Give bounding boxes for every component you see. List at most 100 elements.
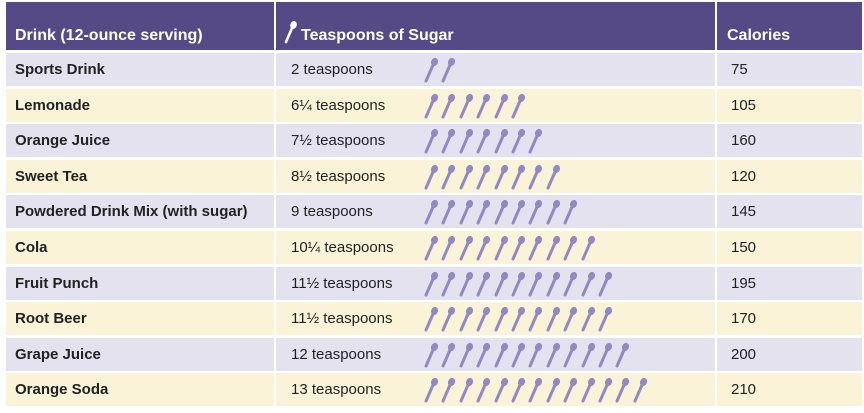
sugar-cell: 7½ teaspoons — [276, 124, 715, 157]
teaspoon-icon — [546, 342, 561, 368]
teaspoon-icon — [511, 93, 526, 119]
calories-value: 195 — [717, 267, 862, 300]
table-row: Root Beer 11½ teaspoons 170 — [6, 302, 862, 335]
sugar-cell: 10¼ teaspoons — [276, 231, 715, 264]
calories-value: 150 — [717, 231, 862, 264]
sugar-cell: 12 teaspoons — [276, 338, 715, 371]
table-row: Lemonade 6¼ teaspoons 105 — [6, 89, 862, 122]
teaspoon-icon — [441, 199, 456, 225]
teaspoon-icon — [546, 306, 561, 332]
teaspoon-icon — [511, 306, 526, 332]
teaspoon-icon — [494, 271, 509, 297]
teaspoon-icon — [459, 235, 474, 261]
sugar-amount: 13 teaspoons — [291, 381, 382, 398]
drink-name: Fruit Punch — [6, 267, 274, 300]
teaspoon-icon — [546, 199, 561, 225]
teaspoon-icon — [459, 199, 474, 225]
teaspoon-icon — [459, 342, 474, 368]
drink-name: Powdered Drink Mix (with sugar) — [6, 195, 274, 228]
drink-name: Grape Juice — [6, 338, 274, 371]
table-row: Sweet Tea 8½ teaspoons 120 — [6, 160, 862, 193]
teaspoon-icon — [528, 306, 543, 332]
sugar-amount: 6¼ teaspoons — [291, 97, 386, 114]
sugar-cell: 11½ teaspoons — [276, 267, 715, 300]
sugar-cell: 13 teaspoons — [276, 373, 715, 406]
teaspoon-icon — [494, 377, 509, 403]
sugar-amount: 11½ teaspoons — [291, 310, 393, 327]
table-row: Orange Juice 7½ teaspoons 160 — [6, 124, 862, 157]
teaspoon-icon — [476, 235, 491, 261]
teaspoon-icon — [546, 377, 561, 403]
teaspoon-icon — [511, 342, 526, 368]
calories-value: 145 — [717, 195, 862, 228]
teaspoon-icon — [459, 271, 474, 297]
teaspoon-icon — [615, 342, 630, 368]
table-row: Orange Soda 13 teaspoons 210 — [6, 373, 862, 406]
sugar-cell: 11½ teaspoons — [276, 302, 715, 335]
header-divider — [274, 2, 276, 50]
teaspoon-icon — [598, 377, 613, 403]
teaspoon-icon — [581, 306, 596, 332]
drink-name: Cola — [6, 231, 274, 264]
teaspoon-icon — [633, 377, 648, 403]
teaspoon-icon — [424, 93, 439, 119]
teaspoon-icon — [441, 377, 456, 403]
sugar-table: Drink (12-ounce serving) Teaspoons of Su… — [6, 2, 862, 410]
teaspoon-icon — [528, 199, 543, 225]
teaspoon-icon — [511, 128, 526, 154]
sugar-cell: 2 teaspoons — [276, 53, 715, 86]
header-calories-label: Calories — [727, 27, 791, 44]
teaspoon-icon — [494, 199, 509, 225]
calories-value: 105 — [717, 89, 862, 122]
teaspoon-icon — [528, 271, 543, 297]
teaspoon-icon — [459, 164, 474, 190]
drink-name: Sports Drink — [6, 53, 274, 86]
teaspoon-icon — [459, 93, 474, 119]
teaspoon-icon — [615, 377, 630, 403]
teaspoon-icon — [581, 377, 596, 403]
teaspoon-icon — [598, 342, 613, 368]
sugar-amount: 2 teaspoons — [291, 61, 373, 78]
teaspoon-icon — [424, 271, 439, 297]
drink-name: Orange Soda — [6, 373, 274, 406]
teaspoon-icon — [476, 128, 491, 154]
teaspoon-icon — [441, 235, 456, 261]
teaspoon-icon — [494, 93, 509, 119]
sugar-amount: 12 teaspoons — [291, 346, 382, 363]
teaspoon-icon — [581, 271, 596, 297]
teaspoon-icon — [546, 164, 561, 190]
calories-value: 120 — [717, 160, 862, 193]
teaspoon-icon — [476, 164, 491, 190]
header-drink-label: Drink (12-ounce serving) — [15, 27, 203, 44]
teaspoon-icon — [563, 199, 578, 225]
teaspoon-icon — [546, 271, 561, 297]
teaspoon-icon — [494, 235, 509, 261]
teaspoon-icon — [581, 342, 596, 368]
sugar-cell: 6¼ teaspoons — [276, 89, 715, 122]
drink-name: Sweet Tea — [6, 160, 274, 193]
drink-name: Orange Juice — [6, 124, 274, 157]
teaspoon-icon — [424, 164, 439, 190]
header-divider — [715, 2, 717, 50]
teaspoon-icon — [424, 57, 439, 83]
teaspoon-icon — [494, 306, 509, 332]
teaspoon-icon — [424, 235, 439, 261]
teaspoon-icon — [424, 377, 439, 403]
sugar-amount: 9 teaspoons — [291, 203, 373, 220]
sugar-cell: 8½ teaspoons — [276, 160, 715, 193]
table-row: Fruit Punch 11½ teaspoons 195 — [6, 267, 862, 300]
teaspoon-icon — [441, 271, 456, 297]
header-sugar: Teaspoons of Sugar — [274, 2, 715, 50]
teaspoon-icon — [441, 128, 456, 154]
table-header: Drink (12-ounce serving) Teaspoons of Su… — [6, 2, 862, 50]
teaspoon-icon — [598, 271, 613, 297]
teaspoon-icon — [424, 199, 439, 225]
teaspoon-icon — [476, 199, 491, 225]
teaspoon-icon — [598, 306, 613, 332]
teaspoon-icon — [563, 306, 578, 332]
calories-value: 75 — [717, 53, 862, 86]
table-row: Sports Drink 2 teaspoons 75 — [6, 53, 862, 86]
teaspoon-icon — [511, 199, 526, 225]
teaspoon-icon — [528, 235, 543, 261]
teaspoon-icon — [494, 164, 509, 190]
